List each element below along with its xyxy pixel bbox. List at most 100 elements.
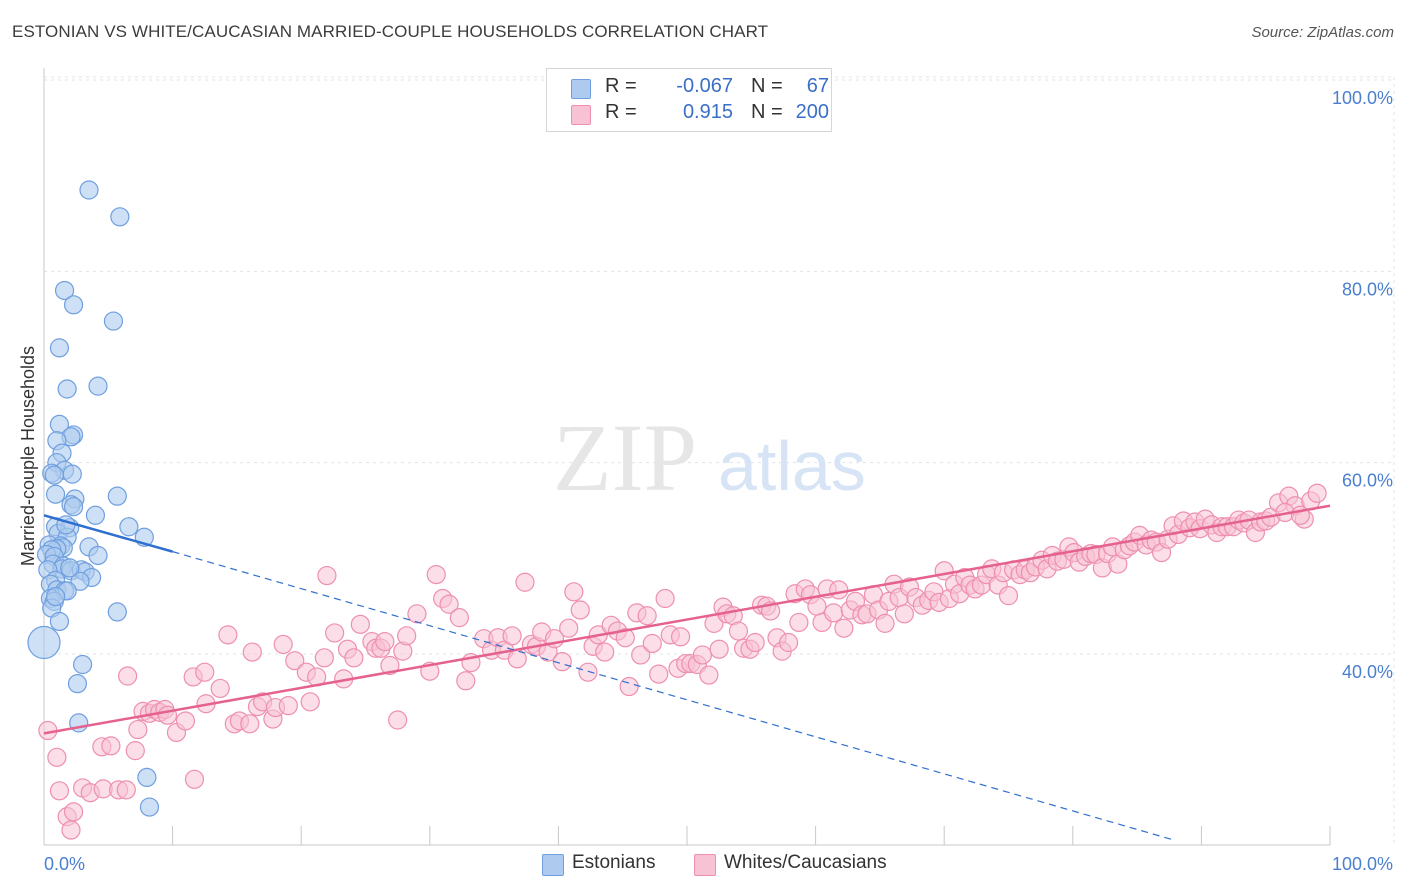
data-point-whites xyxy=(619,676,639,697)
data-point-whites xyxy=(317,565,337,586)
data-point-whites xyxy=(670,627,691,647)
data-point-estonians xyxy=(62,464,82,484)
data-point-whites xyxy=(210,678,230,699)
data-point-whites xyxy=(380,655,400,676)
data-point-whites xyxy=(397,626,417,646)
data-point-estonians xyxy=(63,497,84,517)
data-point-estonians xyxy=(45,484,66,504)
data-point-whites xyxy=(655,588,675,609)
data-point-whites xyxy=(998,586,1019,606)
data-point-whites xyxy=(699,665,719,685)
data-point-whites xyxy=(117,666,138,686)
data-point-whites xyxy=(615,628,635,648)
data-point-whites xyxy=(642,633,662,654)
data-point-estonians xyxy=(67,674,88,694)
data-point-whites xyxy=(407,604,427,624)
data-point-whites xyxy=(1307,483,1327,503)
y-tick-label: 80.0% xyxy=(1342,279,1393,299)
data-point-estonians xyxy=(107,486,127,506)
legend-r-value: 0.915 xyxy=(682,101,733,123)
data-point-whites xyxy=(273,634,293,655)
data-point-whites xyxy=(325,623,345,643)
legend-n-value: 67 xyxy=(806,75,829,97)
trend-line-estonians xyxy=(43,514,173,553)
data-point-whites xyxy=(300,692,320,712)
data-point-whites xyxy=(184,769,205,789)
data-point-whites xyxy=(745,632,765,653)
legend-r-label: R = xyxy=(605,75,637,97)
data-point-whites xyxy=(515,572,535,592)
data-point-whites xyxy=(875,613,895,633)
data-point-whites xyxy=(285,651,305,671)
legend-swatch-whites xyxy=(694,854,716,876)
data-point-estonians xyxy=(110,207,130,227)
trend-line-whites xyxy=(43,504,1331,735)
data-point-whites xyxy=(314,648,334,668)
data-point-estonians xyxy=(88,545,108,566)
data-point-whites xyxy=(595,642,615,662)
trend-lines xyxy=(43,504,1331,842)
data-point-whites xyxy=(637,606,657,626)
data-point-whites xyxy=(564,582,584,602)
data-point-estonians xyxy=(63,295,84,315)
source-credit: Source: ZipAtlas.com xyxy=(1251,24,1394,41)
legend-swatch-estonians xyxy=(571,79,591,99)
data-point-estonians xyxy=(57,379,77,399)
series-estonians xyxy=(27,180,160,817)
data-point-whites xyxy=(778,632,799,653)
data-point-estonians xyxy=(139,797,160,817)
data-point-whites xyxy=(439,594,459,614)
data-point-estonians xyxy=(79,180,99,200)
data-point-whites xyxy=(375,631,395,652)
data-point-whites xyxy=(218,625,238,645)
legend-swatch-estonians xyxy=(542,854,564,876)
data-point-whites xyxy=(709,639,729,659)
data-point-estonians xyxy=(88,376,108,396)
data-point-whites xyxy=(195,662,215,682)
data-point-whites xyxy=(116,780,136,800)
legend-n-label: N = xyxy=(751,101,783,123)
data-point-estonians xyxy=(45,586,66,607)
data-point-whites xyxy=(125,741,145,761)
data-point-whites xyxy=(449,608,469,628)
y-tick-label: 60.0% xyxy=(1342,471,1393,491)
data-point-whites xyxy=(834,618,854,638)
data-point-whites xyxy=(350,614,370,634)
x-tick-label-min: 0.0% xyxy=(44,854,85,874)
data-point-whites xyxy=(559,618,579,638)
data-point-whites xyxy=(157,705,178,725)
data-point-whites xyxy=(829,580,849,600)
data-point-whites xyxy=(456,671,476,691)
trend-line-estonians-extension xyxy=(172,551,1176,842)
data-point-estonians xyxy=(49,338,70,358)
legend-r-value: -0.067 xyxy=(676,75,733,97)
data-point-whites xyxy=(240,714,260,734)
data-point-whites xyxy=(728,621,749,641)
data-point-estonians xyxy=(54,280,75,301)
data-point-estonians xyxy=(72,654,93,675)
data-point-whites xyxy=(278,696,298,716)
chart-title: ESTONIAN VS WHITE/CAUCASIAN MARRIED-COUP… xyxy=(12,22,769,41)
data-point-whites xyxy=(570,600,590,620)
data-point-estonians xyxy=(107,602,127,622)
data-point-estonians xyxy=(27,625,61,660)
data-point-estonians xyxy=(70,571,90,591)
data-point-estonians xyxy=(103,311,124,331)
data-point-whites xyxy=(388,710,408,730)
data-point-whites xyxy=(807,596,827,616)
watermark: ZIP atlas xyxy=(553,404,866,511)
y-axis-label: Married-couple Households xyxy=(18,346,38,566)
data-point-whites xyxy=(894,604,914,624)
data-point-whites xyxy=(578,662,598,682)
watermark-atlas: atlas xyxy=(718,427,866,505)
data-point-whites xyxy=(47,747,67,767)
legend-n-value: 200 xyxy=(795,101,829,123)
correlation-legend: R = -0.067 N = 67 R = 0.915 N = 200 xyxy=(546,68,832,132)
x-tick-label-max: 100.0% xyxy=(1332,854,1393,874)
data-point-whites xyxy=(692,645,713,665)
data-point-whites xyxy=(789,612,809,633)
data-point-whites xyxy=(344,648,364,668)
legend-label-estonians: Estonians xyxy=(572,852,656,873)
y-tick-label: 40.0% xyxy=(1342,662,1393,682)
